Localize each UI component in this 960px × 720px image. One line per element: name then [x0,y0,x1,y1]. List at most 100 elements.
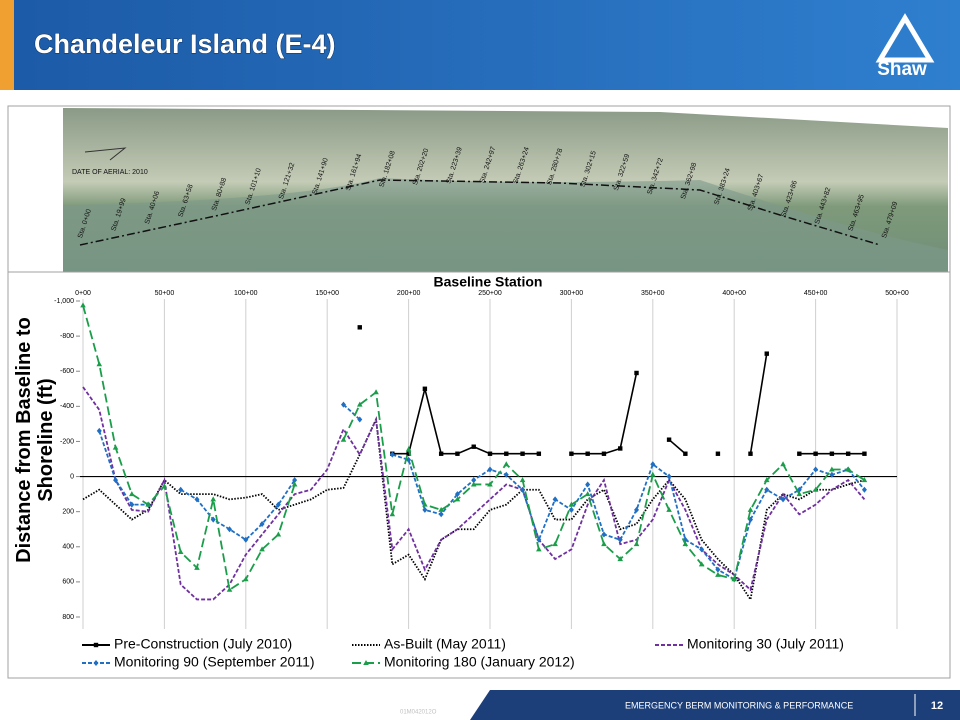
point-marker [455,451,460,456]
point-marker [112,444,119,450]
point-marker [764,351,769,356]
point-marker [389,511,396,517]
point-marker [682,541,689,547]
point-marker [129,491,135,497]
series-line [342,403,361,421]
point-marker [618,446,623,451]
y-tick-label: -1,000 [54,298,74,305]
legend-label: Pre-Construction (July 2010) [114,636,292,652]
point-marker [161,483,168,489]
point-marker [275,531,282,537]
point-marker [829,451,835,456]
footer-code: 01M042012O [400,710,437,716]
y-tick-label: -600 [60,368,74,375]
point-marker [259,546,265,552]
point-marker [80,302,86,308]
series-line [342,390,865,581]
point-marker [845,451,851,456]
legend-marker [363,660,369,665]
x-tick-label: 100+00 [234,290,258,297]
point-marker [178,486,184,493]
x-axis-title: Baseline Station [434,274,543,290]
point-marker [845,466,851,472]
point-marker [666,473,672,480]
point-marker [194,496,200,503]
point-marker [763,477,770,483]
point-marker [569,451,574,456]
point-marker [748,451,753,456]
point-marker [552,541,558,547]
point-marker [634,370,639,376]
header-band [0,0,960,90]
point-marker [617,556,624,562]
point-marker [812,486,819,492]
series-line [82,416,865,602]
point-marker [813,451,818,456]
point-marker [96,361,103,367]
point-marker [357,325,362,330]
point-marker [829,471,835,478]
point-marker [715,451,721,456]
y-tick-label: 0 [70,473,74,480]
point-marker [568,501,575,507]
point-marker [356,401,363,407]
point-marker [715,571,721,577]
point-marker [504,451,509,456]
y-tick-label: -200 [60,438,74,445]
point-marker [422,386,428,391]
point-marker [438,511,444,518]
x-tick-label: 200+00 [397,290,421,297]
point-marker [226,586,233,592]
y-tick-label: 400 [62,544,74,551]
point-marker [96,427,102,434]
point-marker [438,506,444,512]
point-marker [699,546,705,553]
point-marker [113,477,119,484]
x-tick-label: 450+00 [804,290,828,297]
point-marker [471,477,477,484]
point-marker [438,451,444,456]
north-arrow [84,147,127,161]
x-tick-label: 150+00 [315,290,339,297]
legend-label: Monitoring 180 (January 2012) [384,654,575,670]
series-line [82,305,296,592]
point-marker [650,461,656,468]
series-line [82,386,866,601]
aerial-baseline [79,179,881,246]
point-marker [715,566,721,573]
point-marker [503,461,510,467]
x-tick-label: 250+00 [478,290,502,297]
point-marker [406,451,411,456]
legend-label: Monitoring 90 (September 2011) [114,654,315,670]
point-marker [633,541,640,547]
series-line [749,353,768,454]
point-marker [243,536,249,543]
point-marker [340,436,347,442]
point-marker [389,451,395,458]
point-marker [210,516,216,523]
point-marker [340,401,346,408]
series-line [98,430,149,506]
point-marker [357,416,363,423]
point-marker [520,486,526,493]
point-marker [145,501,151,507]
point-marker [568,506,574,513]
x-tick-label: 500+00 [885,290,909,297]
point-marker [129,501,135,508]
point-marker [471,444,476,449]
point-marker [666,506,672,512]
point-marker [829,466,835,472]
series-line [392,388,539,455]
point-marker [601,541,607,547]
footer-text: EMERGENCY BERM MONITORING & PERFORMANCE [625,700,853,710]
point-marker [487,451,493,456]
point-marker [797,451,802,456]
x-tick-label: 300+00 [560,290,584,297]
point-marker [487,481,493,487]
point-marker [536,536,542,543]
y-tick-label: 600 [62,579,74,586]
point-marker [585,481,591,488]
legend-marker [93,660,99,666]
